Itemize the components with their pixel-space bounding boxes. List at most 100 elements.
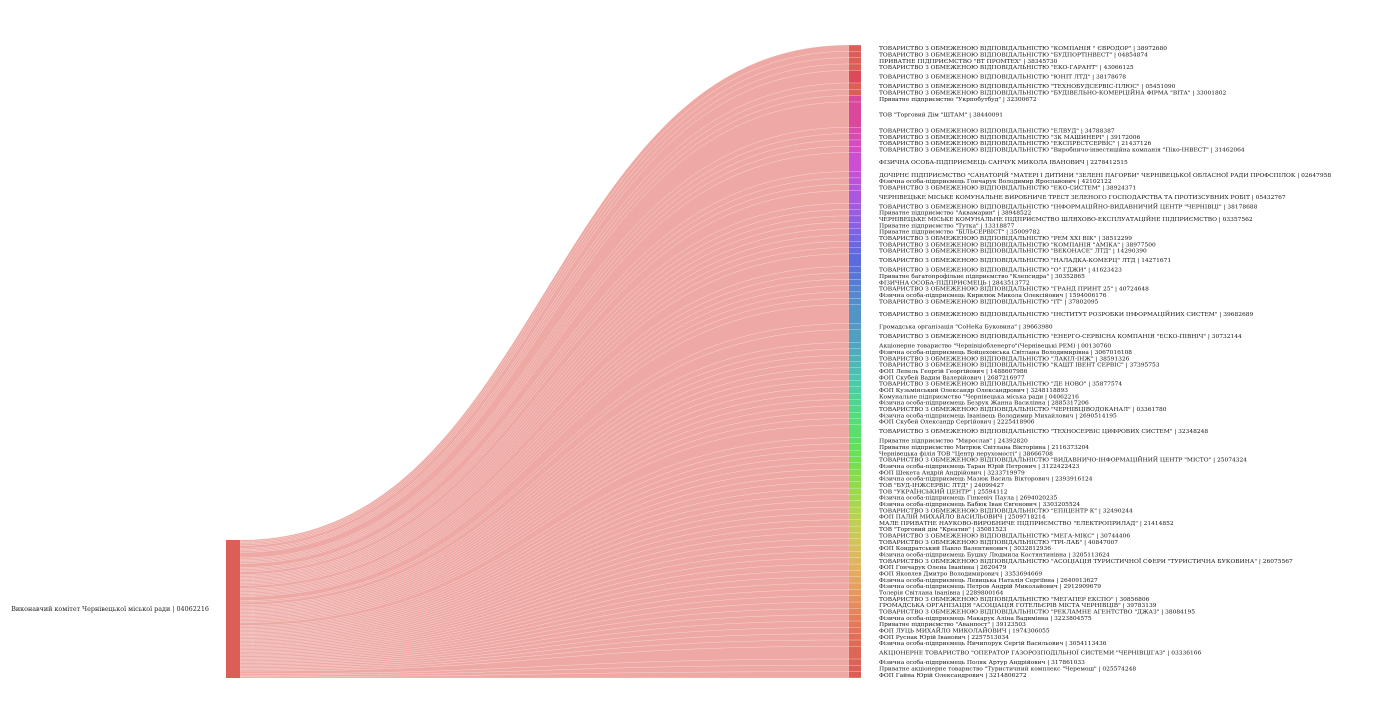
- target-node: [849, 532, 861, 539]
- target-node-label: ТОВАРИСТВО З ОБМЕЖЕНОЮ ВІДПОВІДАЛЬНІСТЮ …: [879, 334, 1242, 340]
- target-node-label: ФОП Скубей Вадим Валерійович | 268721697…: [879, 374, 1025, 381]
- target-node-label: ПРИВАТНЕ ПІДПРИЄМСТВО "ВТ ПРОМТЕХ" | 383…: [879, 59, 1058, 65]
- target-node: [849, 443, 861, 450]
- target-node-label: ТОВАРИСТВО З ОБМЕЖЕНОЮ ВІДПОВІДАЛЬНІСТЮ …: [879, 310, 1253, 318]
- target-node: [849, 538, 861, 545]
- target-node: [849, 399, 861, 406]
- target-node: [849, 273, 861, 280]
- target-node-label: ГРОМАДСЬКА ОРГАНІЗАЦІЯ "АСОЦІАЦІЯ ГОТЕЛЬ…: [879, 603, 1157, 609]
- target-node: [849, 241, 861, 248]
- target-node: [849, 405, 861, 412]
- target-node-label: Фізична особа-підприємець Войцеховська С…: [879, 349, 1132, 356]
- target-node-label: Приватне підприємство Митрюк Світлана Ві…: [879, 445, 1089, 451]
- target-node-label: ТОВАРИСТВО З ОБМЕЖЕНОЮ ВІДПОВІДАЛЬНІСТЮ …: [879, 146, 1245, 153]
- target-node: [849, 102, 861, 128]
- target-node-label: Фізична особа-підприємець Кирилюк Микола…: [879, 292, 1107, 299]
- target-node: [849, 83, 861, 90]
- target-node-label: Фізична особа-підприємець Безрук Жанна В…: [879, 400, 1089, 407]
- target-node: [849, 450, 861, 457]
- target-node-label: ТОВАРИСТВО З ОБМЕЖЕНОЮ ВІДПОВІДАЛЬНІСТЮ …: [879, 242, 1156, 248]
- target-node-label: Приватне багатопрофільне підприємство "К…: [879, 273, 1085, 280]
- target-node-label: ТОВАРИСТВО З ОБМЕЖЕНОЮ ВІДПОВІДАЛЬНІСТЮ …: [879, 52, 1148, 58]
- target-node: [849, 89, 861, 96]
- target-node-label: ТОВ "Торговий Дім "ШТАМ" | 38440091: [879, 113, 1003, 119]
- target-node: [849, 614, 861, 621]
- target-node: [849, 640, 861, 647]
- target-node-label: ТОВАРИСТВО З ОБМЕЖЕНОЮ ВІДПОВІДАЛЬНІСТЮ …: [879, 258, 1171, 264]
- target-node-label: ТОВАРИСТВО З ОБМЕЖЕНОЮ ВІДПОВІДАЛЬНІСТЮ …: [879, 46, 1167, 52]
- target-node: [849, 51, 861, 58]
- target-node-label: Фізична особа-підприємець Поляк Артур Ан…: [879, 659, 1085, 666]
- target-node: [849, 374, 861, 381]
- target-node-label: ТОВ "БУД-ІНЖСЕРВІС ЛТД" | 24099427: [879, 483, 1004, 489]
- target-node-label: Приватне підприємство "Тутка" | 13318877: [879, 223, 1015, 229]
- target-node: [849, 513, 861, 520]
- target-node: [849, 266, 861, 273]
- target-node: [849, 576, 861, 583]
- target-node: [849, 418, 861, 425]
- target-node: [849, 70, 861, 83]
- target-node-label: Фізична особа-підприємець Мазюк Василь В…: [879, 476, 1093, 483]
- target-node-label: ТОВАРИСТВО З ОБМЕЖЕНОЮ ВІДПОВІДАЛЬНІСТЮ …: [879, 128, 1115, 134]
- target-node-label: Комунальне підприємство "Чернівецька міс…: [879, 394, 1079, 400]
- target-node-label: ТОВАРИСТВО З ОБМЕЖЕНОЮ ВІДПОВІДАЛЬНІСТЮ …: [879, 456, 1247, 464]
- target-node: [849, 152, 861, 172]
- target-node-label: ФОП Гончарук Олена Іванівна | 2620479: [879, 565, 1007, 571]
- target-node: [849, 671, 861, 678]
- target-node-label: ФОП ПАЛІЙ МИХАЙЛО ВАСИЛЬОВИЧ | 250971821…: [879, 513, 1046, 521]
- target-node: [849, 127, 861, 134]
- target-nodes: [849, 45, 861, 678]
- target-node: [849, 140, 861, 147]
- target-node-label: ФОП Гайна Юрій Олександрович | 321480627…: [879, 673, 1027, 679]
- target-node-label: ФІЗИЧНА ОСОБА-ПІДПРИЄМЕЦЬ | 2843513772: [879, 280, 1030, 286]
- target-node-label: Приватне підприємство "Аванпост" | 39123…: [879, 622, 1026, 628]
- target-node: [849, 424, 861, 438]
- target-node: [849, 190, 861, 204]
- target-node-label: Фізична особа-підприємець Макарук Аліна …: [879, 615, 1092, 622]
- target-node-label: ТОВАРИСТВО З ОБМЕЖЕНОЮ ВІДПОВІДАЛЬНІСТЮ …: [879, 135, 1141, 141]
- target-node-label: ТОВАРИСТВО З ОБМЕЖЕНОЮ ВІДПОВІДАЛЬНІСТЮ …: [879, 84, 1176, 90]
- target-node-label: ТОВАРИСТВО З ОБМЕЖЕНОЮ ВІДПОВІДАЛЬНІСТЮ …: [879, 429, 1208, 435]
- target-node: [849, 462, 861, 469]
- target-node: [849, 602, 861, 609]
- target-node: [849, 355, 861, 362]
- target-node-label: Фізична особа-підприємець Ничипорук Серг…: [879, 640, 1107, 647]
- target-node: [849, 247, 861, 254]
- target-node-label: Громадська організація "СоНеКа Буковина"…: [879, 325, 1053, 331]
- target-node-label: ФОП Руснак Юрій Іванович | 2257513034: [879, 635, 1009, 641]
- target-node: [849, 380, 861, 387]
- target-node: [849, 481, 861, 488]
- target-node-label: ТОВАРИСТВО З ОБМЕЖЕНОЮ ВІДПОВІДАЛЬНІСТЮ …: [879, 75, 1126, 81]
- target-node-label: ТОВАРИСТВО З ОБМЕЖЕНОЮ ВІДПОВІДАЛЬНІСТЮ …: [879, 534, 1130, 540]
- target-node: [849, 545, 861, 552]
- target-node: [849, 285, 861, 292]
- target-node-label: ТОВАРИСТВО З ОБМЕЖЕНОЮ ВІДПОВІДАЛЬНІСТЮ …: [879, 287, 1149, 293]
- target-node: [849, 330, 861, 343]
- target-node-label: ТОВАРИСТВО З ОБМЕЖЕНОЮ ВІДПОВІДАЛЬНІСТЮ …: [879, 558, 1293, 565]
- target-node-label: ТОВАРИСТВО З ОБМЕЖЕНОЮ ВІДПОВІДАЛЬНІСТЮ …: [879, 540, 1118, 546]
- target-node-label: ТОВАРИСТВО З ОБМЕЖЕНОЮ ВІДПОВІДАЛЬНІСТЮ …: [879, 185, 1136, 191]
- target-node: [849, 595, 861, 602]
- target-node: [849, 146, 861, 153]
- target-node-label: Фізична особа-підприємець Таран Юрій Пет…: [879, 463, 1080, 470]
- target-node-label: Фізична особа-підприємець Левицька Натал…: [879, 577, 1098, 584]
- target-node: [849, 342, 861, 349]
- sankey-flows: [239, 44, 850, 679]
- target-node-label: ТОВАРИСТВО З ОБМЕЖЕНОЮ ВІДПОВІДАЛЬНІСТЮ …: [879, 363, 1160, 369]
- target-node: [849, 133, 861, 140]
- target-node-label: Приватне підприємство "Мирослав" | 24392…: [879, 439, 1028, 445]
- target-node: [849, 386, 861, 393]
- target-node-label: ФОП Скубей Олександр Сергійович | 222541…: [879, 419, 1035, 426]
- target-node-label: Фізична особа-підприємець Бабюк Іван Євг…: [879, 501, 1080, 508]
- target-node: [849, 57, 861, 64]
- flow-link: [239, 671, 850, 679]
- target-node-label: ЧЕРНІВЕЦЬКЕ МІСЬКЕ КОМУНАЛЬНЕ ВИРОБНИЧЕ …: [879, 195, 1286, 201]
- target-node-label: Толерія Світлана Іванівна | 2289800164: [879, 591, 1004, 597]
- target-node-label: ТОВАРИСТВО З ОБМЕЖЕНОЮ ВІДПОВІДАЛЬНІСТЮ …: [879, 299, 1099, 305]
- target-node-label: ФОП Яковлев Дмитро Володимирович | 33536…: [879, 572, 1042, 578]
- target-node: [849, 469, 861, 476]
- target-node-label: МАЛЕ ПРИВАТНЕ НАУКОВО-ВИРОБНИЧЕ ПІДПРИЄМ…: [879, 521, 1174, 527]
- target-node: [849, 633, 861, 640]
- target-node-label: ТОВАРИСТВО З ОБМЕЖЕНОЮ ВІДПОВІДАЛЬНІСТЮ …: [879, 610, 1195, 616]
- target-node: [849, 171, 861, 178]
